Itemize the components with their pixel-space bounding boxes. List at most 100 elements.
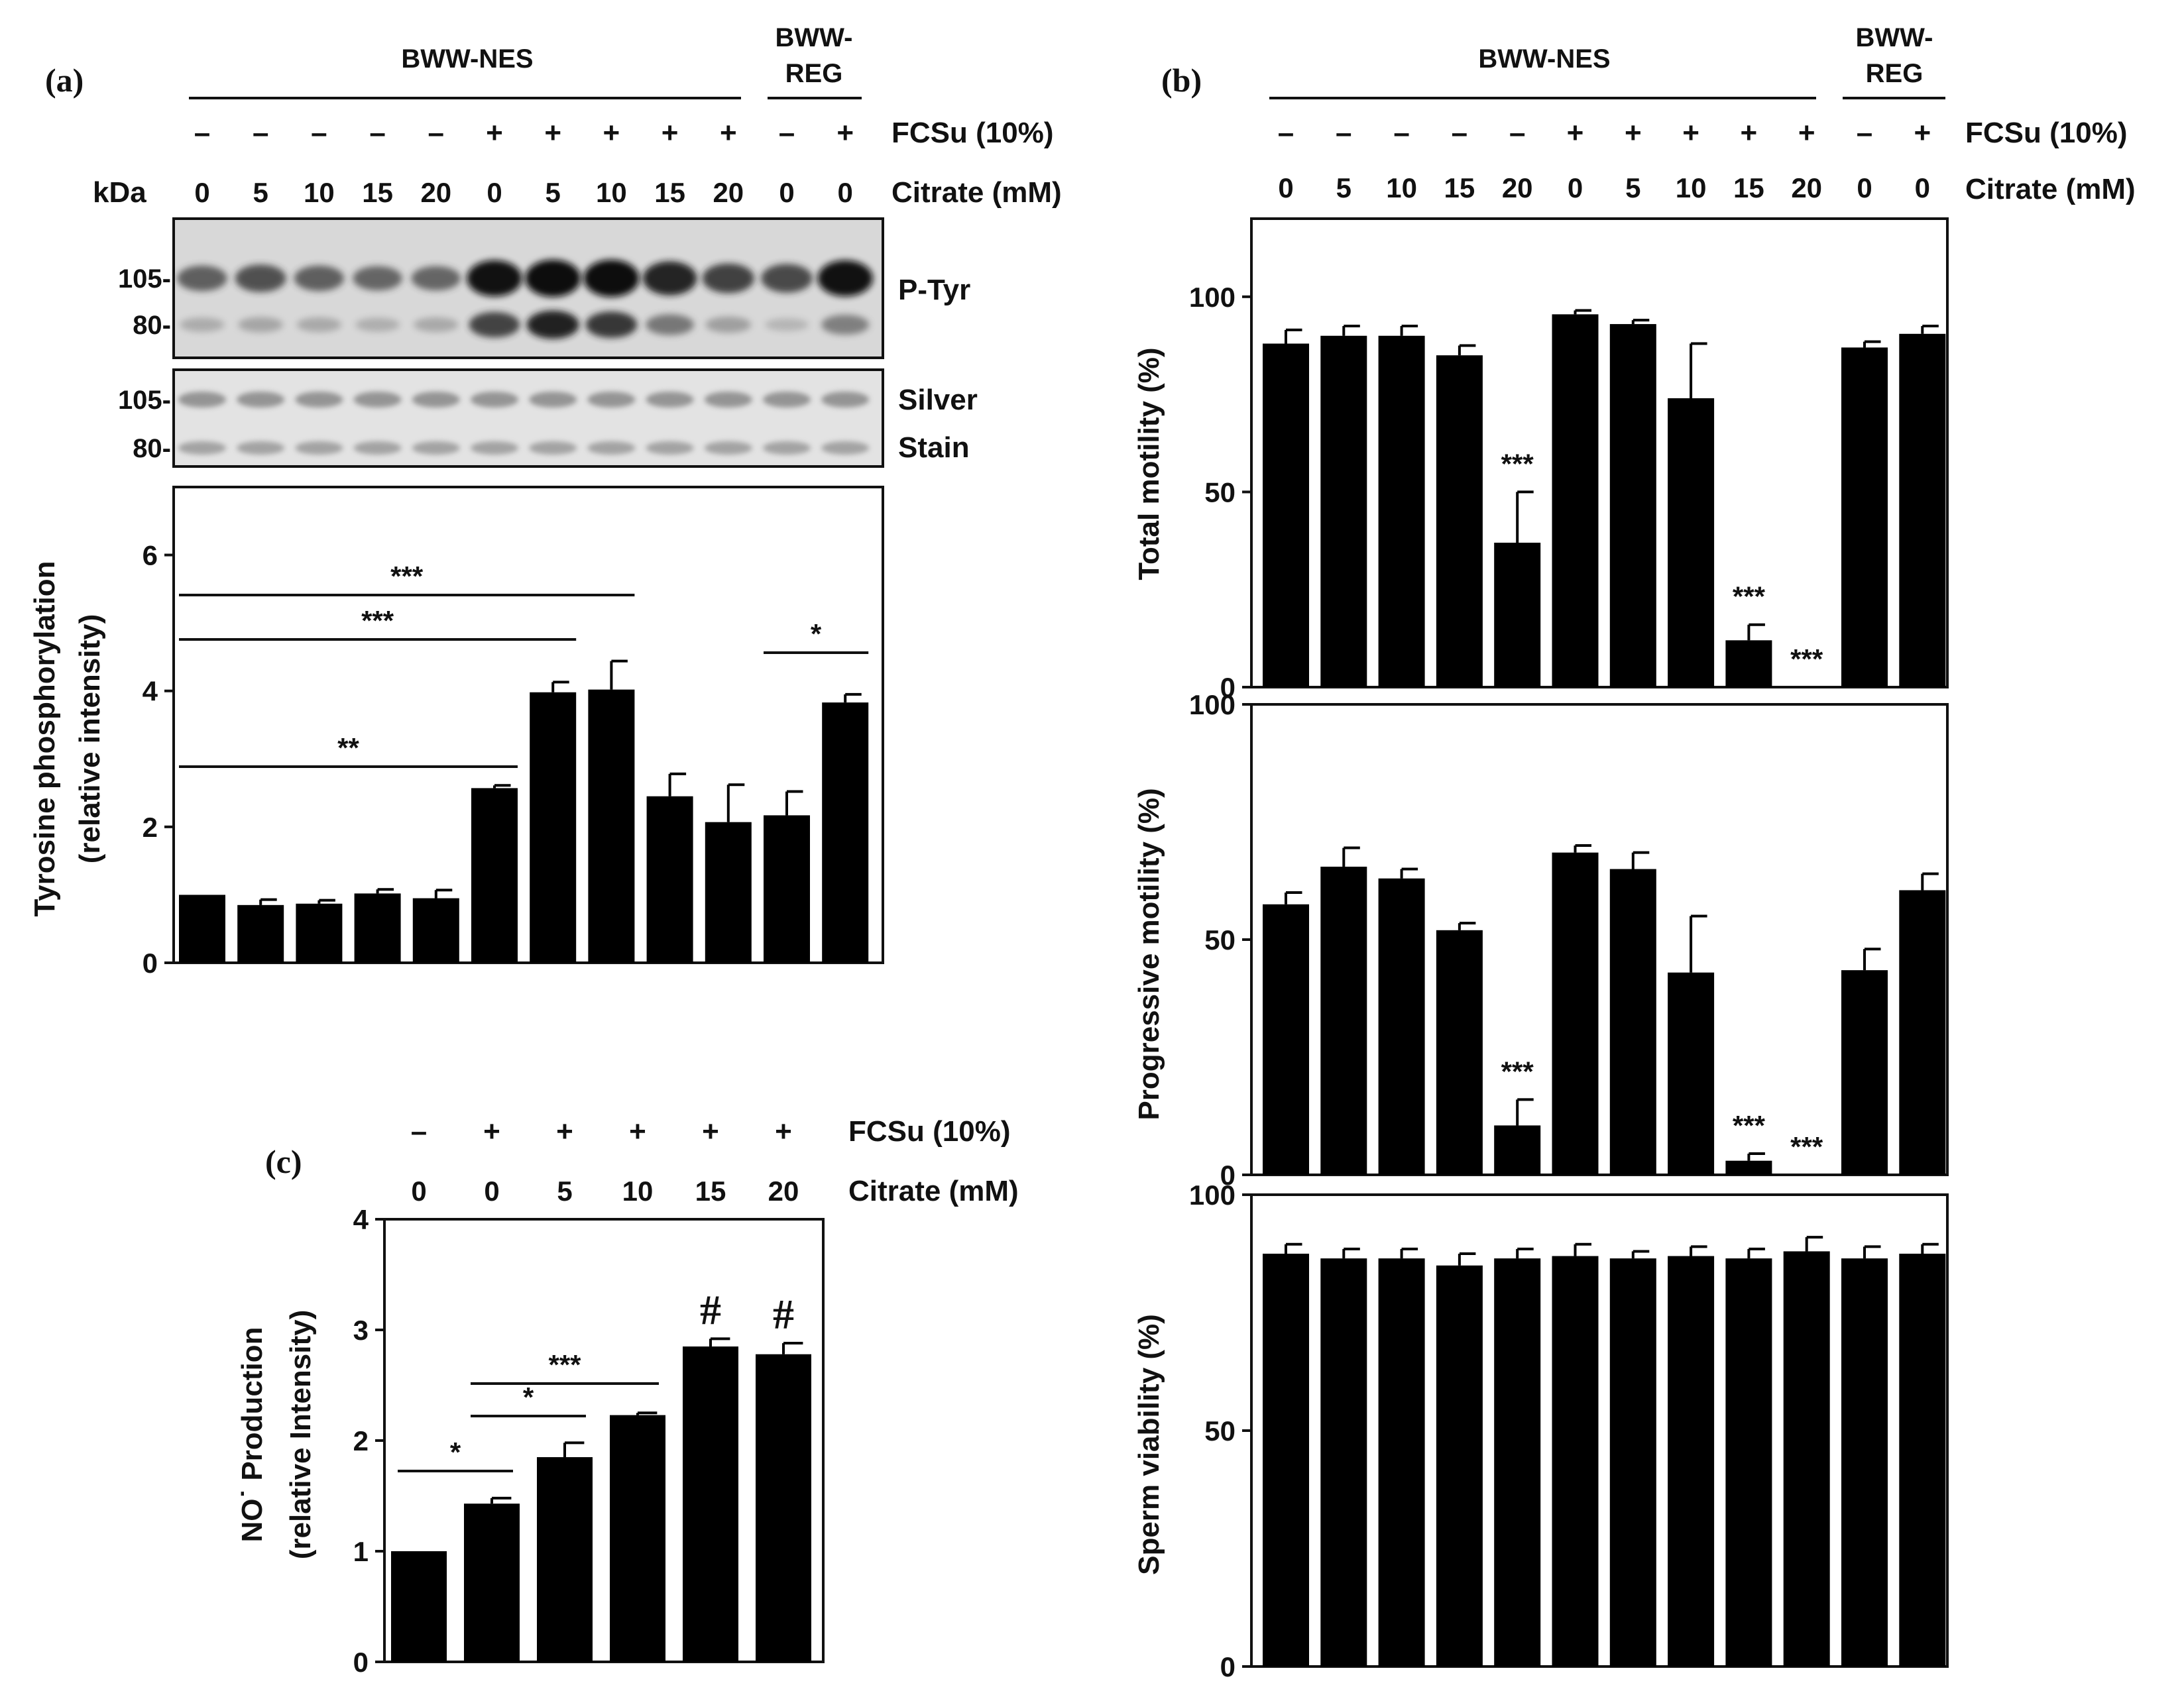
citrate-value-c-5: 20 xyxy=(768,1176,799,1207)
fcsu-label-a: FCSu (10%) xyxy=(891,117,1053,149)
citrate-value-a-9: 20 xyxy=(713,177,744,208)
citrate-value-b-6: 5 xyxy=(1625,172,1640,203)
silver-band-80-8 xyxy=(646,441,694,455)
group-label-nes: BWW-NES xyxy=(401,44,533,74)
bar-0-6 xyxy=(530,692,577,963)
bar-1-5 xyxy=(1552,314,1599,687)
bar-3-11 xyxy=(1899,1254,1946,1667)
silver-band-105-1 xyxy=(237,392,285,408)
y-tick-label-2-2: 100 xyxy=(1189,689,1236,720)
citrate-value-b-0: 0 xyxy=(1278,172,1293,203)
citrate-value-a-0: 0 xyxy=(194,177,209,208)
bar-0-8 xyxy=(646,796,693,963)
silver-band-80-10 xyxy=(763,441,811,455)
chart-b2-ylabel: Progressive motility (%) xyxy=(1133,788,1165,1120)
silver-band-105-2 xyxy=(295,392,343,408)
ptyr-marker-80: 80- xyxy=(133,311,171,340)
citrate-value-b-1: 5 xyxy=(1336,172,1351,203)
citrate-value-b-7: 10 xyxy=(1676,172,1707,203)
citrate-value-c-4: 15 xyxy=(695,1176,726,1207)
ptyr-blot: P-Tyr 105- 80- xyxy=(118,217,970,359)
bar-3-2 xyxy=(1378,1258,1425,1667)
silver-band-80-0 xyxy=(178,441,226,455)
bar-1-3 xyxy=(1436,355,1483,687)
bar-1-2 xyxy=(1378,335,1425,687)
fcsu-sign-b-3: – xyxy=(1452,117,1467,149)
annotation-4-1: # xyxy=(773,1291,794,1338)
significance-label-0-3: * xyxy=(811,618,822,649)
y-tick-label-1-1: 50 xyxy=(1204,476,1236,508)
bar-3-3 xyxy=(1436,1265,1483,1667)
fcsu-label-c: FCSu (10%) xyxy=(848,1115,1010,1148)
significance-label-4-2: *** xyxy=(548,1349,581,1380)
y-tick-label-3-2: 100 xyxy=(1189,1179,1236,1211)
ptyr-band-105-2 xyxy=(294,265,344,292)
fcsu-sign-c-5: + xyxy=(775,1115,792,1148)
significance-label-4-1: * xyxy=(523,1382,534,1413)
y-tick-label-0-1: 2 xyxy=(143,812,158,843)
group-label-reg-b-1: BWW- xyxy=(1856,23,1933,52)
ptyr-band-80-7 xyxy=(585,311,638,338)
y-tick-label-4-2: 2 xyxy=(353,1425,369,1456)
bar-3-9 xyxy=(1783,1251,1830,1667)
ptyr-band-105-1 xyxy=(235,264,286,292)
panel-label-b: (b) xyxy=(1161,62,1202,99)
citrate-value-b-11: 0 xyxy=(1915,172,1930,203)
fcsu-label-b: FCSu (10%) xyxy=(1965,117,2127,149)
ptyr-band-80-6 xyxy=(526,310,579,339)
silver-band-105-8 xyxy=(646,392,694,408)
citrate-value-b-5: 0 xyxy=(1568,172,1583,203)
bar-4-1 xyxy=(464,1504,520,1662)
annotation-2-2: *** xyxy=(1790,1131,1823,1162)
chart-b-sperm-viability: Sperm viability (%) 0 50 100 xyxy=(1133,1179,1949,1682)
silver-band-80-3 xyxy=(353,441,402,455)
ptyr-band-105-8 xyxy=(642,261,697,296)
bar-0-4 xyxy=(412,898,459,963)
bar-0-10 xyxy=(764,815,810,963)
fcsu-sign-a-0: – xyxy=(194,117,210,149)
citrate-value-c-0: 0 xyxy=(411,1176,426,1207)
citrate-value-a-10: 0 xyxy=(779,177,794,208)
citrate-value-b-2: 10 xyxy=(1386,172,1417,203)
ptyr-band-80-8 xyxy=(646,314,694,335)
bar-0-2 xyxy=(296,903,343,963)
ptyr-band-105-11 xyxy=(817,260,873,297)
fcsu-sign-c-4: + xyxy=(702,1115,719,1148)
kda-label: kDa xyxy=(93,176,146,209)
fcsu-sign-a-11: + xyxy=(836,117,854,149)
fcsu-sign-b-4: – xyxy=(1509,117,1525,149)
y-tick-label-1-0: 0 xyxy=(1220,672,1236,703)
ptyr-blot-frame xyxy=(172,217,884,359)
citrate-value-a-4: 20 xyxy=(420,177,451,208)
citrate-value-c-2: 5 xyxy=(557,1176,572,1207)
fcsu-sign-a-6: + xyxy=(544,117,561,149)
bar-3-7 xyxy=(1668,1256,1715,1667)
y-tick-label-4-0: 0 xyxy=(353,1647,369,1678)
y-tick-label-4-4: 4 xyxy=(353,1204,369,1235)
fcsu-sign-a-1: – xyxy=(253,117,268,149)
silver-marker-80: 80- xyxy=(133,434,171,463)
group-label-nes-b: BWW-NES xyxy=(1478,44,1610,74)
bar-2-5 xyxy=(1552,852,1599,1175)
ptyr-band-80-3 xyxy=(355,317,400,332)
fcsu-sign-b-0: – xyxy=(1278,117,1294,149)
annotation-1-0: *** xyxy=(1501,448,1534,479)
stain-label: Stain xyxy=(898,431,970,464)
bar-4-4 xyxy=(683,1346,738,1662)
fcsu-sign-c-0: – xyxy=(411,1115,427,1148)
annotation-2-1: *** xyxy=(1733,1110,1766,1141)
fcsu-sign-b-11: + xyxy=(1914,117,1931,149)
fcsu-sign-a-4: – xyxy=(428,117,444,149)
group-label-reg-b-2: REG xyxy=(1866,59,1924,88)
ptyr-band-80-9 xyxy=(705,316,752,333)
silver-band-80-5 xyxy=(471,441,518,455)
y-tick-label-2-0: 0 xyxy=(1220,1160,1236,1191)
silver-band-105-7 xyxy=(587,392,636,408)
ptyr-band-105-5 xyxy=(467,260,522,297)
silver-band-80-7 xyxy=(587,441,636,455)
silver-band-105-5 xyxy=(471,392,518,408)
chart-b-progressive-motility: Progressive motility (%) 0 50 100 *** *** *** xyxy=(1133,689,1949,1191)
citrate-value-b-3: 15 xyxy=(1444,172,1475,203)
bar-3-6 xyxy=(1609,1258,1656,1667)
citrate-value-b-10: 0 xyxy=(1857,172,1872,203)
